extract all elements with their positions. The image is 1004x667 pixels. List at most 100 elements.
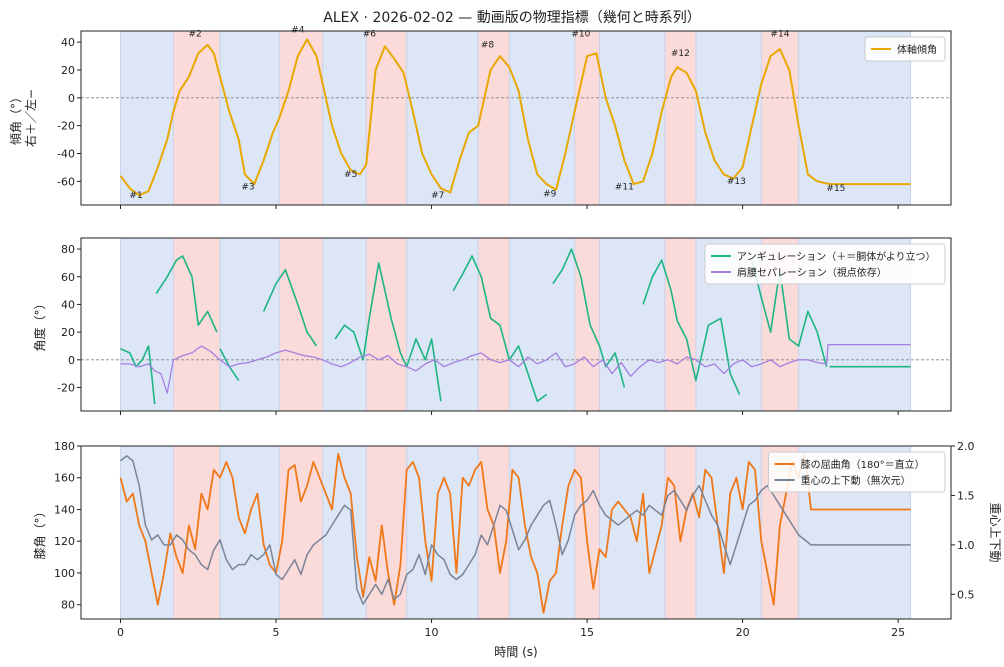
peak-annotation: #8 bbox=[481, 41, 495, 51]
phase-band bbox=[173, 238, 221, 411]
legend-label: 重心の上下動（無次元） bbox=[801, 474, 911, 487]
phase-band bbox=[279, 238, 323, 411]
peak-annotation: #15 bbox=[826, 184, 845, 194]
y-tick-label: -20 bbox=[57, 120, 75, 133]
y-tick-label: 80 bbox=[61, 599, 75, 612]
panel-1: -60 -40 -20 0 20 40 傾角（°） 右＋／左− #1 #2 #3 #4 #5 #6 #7 #8… bbox=[9, 25, 952, 209]
peak-annotation: #6 bbox=[363, 30, 377, 40]
phase-band bbox=[664, 238, 696, 411]
y2-axis-label: 重心上下動 bbox=[988, 502, 1002, 562]
peak-annotation: #10 bbox=[571, 30, 590, 40]
legend: アンギュレーション（＋＝胴体がより立つ） 肩腰セパレーション（視点依存） bbox=[704, 243, 946, 285]
y-tick-label: 120 bbox=[54, 535, 75, 548]
phase-band bbox=[366, 446, 407, 619]
y-tick-label: -60 bbox=[57, 175, 75, 188]
phase-band bbox=[220, 446, 280, 619]
peak-annotation: #3 bbox=[241, 183, 254, 193]
peak-annotation: #2 bbox=[189, 30, 202, 40]
y-tick-label: 0 bbox=[68, 92, 75, 105]
phase-band bbox=[120, 446, 174, 619]
y-tick-label: 180 bbox=[54, 440, 75, 453]
y2-tick-label: 1.5 bbox=[957, 489, 975, 502]
phase-band bbox=[509, 31, 575, 205]
peak-annotation: #7 bbox=[431, 191, 444, 201]
peak-annotation: #14 bbox=[770, 30, 789, 40]
x-tick-label: 0 bbox=[117, 626, 124, 639]
panels: -60 -40 -20 0 20 40 傾角（°） 右＋／左− #1 #2 #3 #4 #5 #6 #7 #8… bbox=[9, 25, 1002, 639]
peak-annotation: #13 bbox=[727, 177, 746, 187]
peak-annotation: #9 bbox=[543, 190, 557, 200]
phase-band bbox=[664, 31, 696, 205]
axes-frame bbox=[80, 237, 952, 412]
phase-band bbox=[599, 238, 665, 411]
y2-tick-label: 2.0 bbox=[957, 440, 975, 453]
y-tick-label: 20 bbox=[61, 64, 75, 77]
peak-annotation: #1 bbox=[129, 191, 142, 201]
x-tick-label: 10 bbox=[425, 626, 439, 639]
phase-band bbox=[220, 238, 280, 411]
phase-band bbox=[279, 31, 323, 205]
phase-band bbox=[695, 446, 762, 619]
legend: 膝の屈曲角（180°＝直立） 重心の上下動（無次元） bbox=[768, 451, 946, 493]
y2-tick-label: 0.5 bbox=[957, 588, 975, 601]
y-tick-label: 140 bbox=[54, 503, 75, 516]
legend-box bbox=[864, 36, 946, 62]
peak-annotation: #4 bbox=[291, 25, 305, 35]
y-axis-label: 傾角（°） bbox=[9, 91, 23, 145]
y-tick-label: -20 bbox=[57, 381, 75, 394]
series-group bbox=[119, 453, 911, 614]
chart-title: ALEX · 2026-02-02 — 動画版の物理指標（幾何と時系列） bbox=[323, 10, 700, 26]
phase-band bbox=[173, 31, 221, 205]
panel-2: -20 0 20 40 60 80 角度（°） アンギュレーション（＋＝胴体がより立つ） 肩腰セ… bbox=[32, 237, 952, 415]
peak-annotation: #5 bbox=[344, 170, 357, 180]
y-tick-label: 160 bbox=[54, 472, 75, 485]
x-tick-label: 5 bbox=[273, 626, 280, 639]
y-tick-label: 40 bbox=[61, 298, 75, 311]
panel-3: 80 100 120 140 160 180 0.5 1.0 1.5 2.0 重心上下動 0 5 10 15… bbox=[33, 440, 1002, 639]
y2-tick-label: 1.0 bbox=[957, 539, 975, 552]
legend-label: 肩腰セパレーション（視点依存） bbox=[737, 266, 887, 279]
phase-band bbox=[366, 238, 407, 411]
y-axis-label: 右＋／左− bbox=[23, 89, 38, 147]
phase-band bbox=[599, 446, 665, 619]
axes-frame bbox=[80, 445, 952, 620]
x-tick-label: 25 bbox=[891, 626, 905, 639]
phase-band bbox=[478, 238, 510, 411]
phase-bands bbox=[120, 31, 912, 205]
series-line-2 bbox=[120, 455, 911, 605]
axes-frame bbox=[80, 30, 952, 206]
phase-band bbox=[664, 446, 696, 619]
series-line-1 bbox=[119, 453, 911, 614]
y-axis-label: 角度（°） bbox=[32, 297, 47, 351]
legend: 体軸傾角 bbox=[864, 36, 946, 62]
y-tick-label: 60 bbox=[61, 271, 75, 284]
y-axis-label: 膝角（°） bbox=[33, 505, 47, 559]
phase-band bbox=[120, 238, 174, 411]
peak-annotation: #11 bbox=[615, 183, 634, 193]
legend-box bbox=[704, 243, 946, 285]
legend-box bbox=[768, 451, 946, 493]
phase-band bbox=[220, 31, 280, 205]
y-tick-label: -40 bbox=[57, 147, 75, 160]
phase-band bbox=[120, 31, 174, 205]
phase-band bbox=[509, 446, 575, 619]
phase-band bbox=[599, 31, 665, 205]
x-axis-label: 時間 (s) bbox=[494, 645, 537, 659]
x-tick-label: 15 bbox=[580, 626, 594, 639]
phase-band bbox=[761, 31, 799, 205]
series-line-1 bbox=[119, 38, 911, 197]
phase-band bbox=[279, 446, 323, 619]
phase-band bbox=[406, 31, 479, 205]
series-group bbox=[119, 38, 911, 197]
peak-annotation: #12 bbox=[671, 49, 690, 59]
phase-band bbox=[322, 446, 367, 619]
series-line-2 bbox=[120, 343, 911, 394]
phase-band bbox=[366, 31, 407, 205]
y-tick-label: 0 bbox=[68, 354, 75, 367]
series-group bbox=[120, 248, 911, 405]
y-tick-label: 40 bbox=[61, 36, 75, 49]
phase-band bbox=[574, 238, 600, 411]
legend-label: 膝の屈曲角（180°＝直立） bbox=[801, 458, 925, 471]
y-tick-label: 80 bbox=[61, 243, 75, 256]
